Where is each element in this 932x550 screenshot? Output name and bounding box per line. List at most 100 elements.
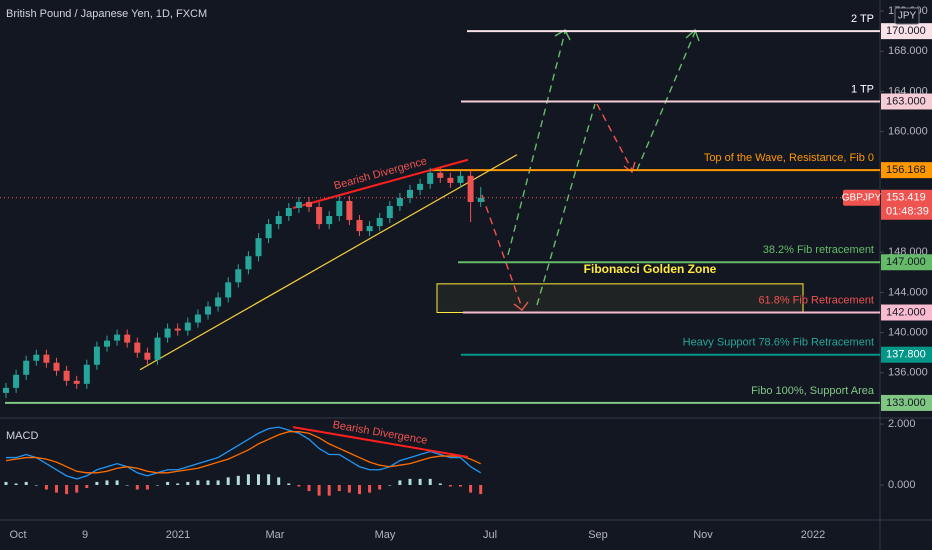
macd-trend-line <box>292 426 469 458</box>
candle-body <box>336 200 343 217</box>
candle-body <box>33 354 40 361</box>
candle-body <box>366 226 373 232</box>
level-badge <box>881 162 932 179</box>
candle-body <box>396 197 403 206</box>
macd-histogram-bar <box>156 484 159 486</box>
macd-histogram-bar <box>65 484 69 495</box>
candle-body <box>285 207 292 217</box>
macd-histogram-bar <box>135 484 139 490</box>
level-label: Top of the Wave, Resistance, Fib 0 <box>704 152 874 164</box>
candle-body <box>205 306 211 315</box>
macd-histogram-bar <box>257 474 260 485</box>
macd-histogram-bar <box>469 484 473 493</box>
level-label: 38.2% Fib retracement <box>763 244 874 256</box>
level-badge <box>881 254 932 271</box>
macd-histogram-bar <box>358 484 361 495</box>
candle-body <box>43 354 50 363</box>
candle-body <box>437 172 444 178</box>
macd-histogram-bar <box>55 484 58 493</box>
macd-histogram-bar <box>34 484 38 486</box>
macd-histogram-bar <box>75 484 79 493</box>
projection-arrow <box>596 103 633 171</box>
candle-body <box>467 175 474 202</box>
macd-histogram-bar <box>105 480 109 485</box>
candle-body <box>477 197 484 202</box>
arrow-head <box>554 29 571 41</box>
candle-body <box>356 220 363 232</box>
level-value-label: 137.800 <box>886 349 926 361</box>
candle-body <box>225 282 232 298</box>
candle-body <box>215 297 222 307</box>
x-tick-label: 2021 <box>166 529 190 541</box>
level-value-label: 142.000 <box>886 306 926 318</box>
macd-histogram-bar <box>277 477 281 485</box>
macd-histogram-bar <box>327 484 331 496</box>
macd-histogram-bar <box>115 480 119 485</box>
macd-histogram-bar <box>176 483 180 485</box>
candle-body <box>376 218 383 227</box>
candle-body <box>457 175 464 183</box>
candle-body <box>255 238 262 257</box>
y-tick-label: 140.000 <box>888 326 928 338</box>
zone-label: Fibonacci Golden Zone <box>584 262 717 276</box>
level-label: 2 TP <box>851 13 874 25</box>
macd-histogram-bar <box>438 483 442 485</box>
x-tick-label: Jul <box>483 529 497 541</box>
candle-body <box>23 360 30 375</box>
currency-badge <box>894 7 920 25</box>
macd-histogram-bar <box>479 484 483 495</box>
macd-histogram-bar <box>448 484 452 487</box>
arrow-head <box>623 161 636 174</box>
candle-body <box>83 364 90 384</box>
chart-title: British Pound / Japanese Yen, 1D, FXCM <box>6 8 207 20</box>
macd-histogram-bar <box>428 478 432 485</box>
candle-body <box>63 370 70 381</box>
macd-histogram-bar <box>95 481 99 485</box>
x-tick-label: Mar <box>266 529 285 541</box>
level-value-label: 170.000 <box>886 25 926 37</box>
candle-body <box>184 322 191 331</box>
macd-histogram-bar <box>317 484 321 496</box>
macd-line <box>6 426 482 480</box>
candle-body <box>417 183 424 190</box>
level-value-label: 156.168 <box>886 164 926 176</box>
macd-histogram-bar <box>246 474 250 485</box>
projection-arrow <box>507 31 566 256</box>
macd-histogram-bar <box>236 475 240 485</box>
candle-body <box>275 216 282 225</box>
candle-body <box>53 362 60 371</box>
macd-histogram-bar <box>297 484 301 487</box>
candle-body <box>154 337 161 360</box>
level-badge <box>881 346 932 363</box>
candle-body <box>346 200 353 221</box>
macd-histogram-bar <box>196 480 200 485</box>
level-value-label: 133.000 <box>886 397 926 409</box>
candle-body <box>124 334 131 343</box>
candle-body <box>295 201 302 208</box>
macd-histogram-bar <box>206 480 210 485</box>
y-tick-label: 144.000 <box>888 286 928 298</box>
macd-histogram-bar <box>347 484 351 493</box>
symbol-badge <box>843 189 880 206</box>
macd-histogram-bar <box>186 481 190 485</box>
macd-histogram-bar <box>388 484 392 486</box>
price-badge <box>881 189 932 220</box>
candle-body <box>326 216 333 225</box>
candle-body <box>104 340 110 347</box>
x-tick-label: Nov <box>693 529 713 541</box>
candle-body <box>447 177 454 183</box>
macd-histogram-bar <box>408 478 412 485</box>
arrow-head <box>513 301 529 311</box>
candle-body <box>386 205 393 219</box>
candle-body <box>164 328 171 338</box>
x-tick-label: Oct <box>9 529 26 541</box>
level-badge <box>881 23 932 40</box>
macd-histogram-bar <box>398 480 402 485</box>
y-tick-label: 168.000 <box>888 45 928 57</box>
macd-histogram-bar <box>226 477 230 485</box>
macd-histogram-bar <box>14 483 18 485</box>
currency-label: JPY <box>898 11 917 22</box>
macd-line <box>5 431 481 474</box>
candle-body <box>174 328 181 331</box>
